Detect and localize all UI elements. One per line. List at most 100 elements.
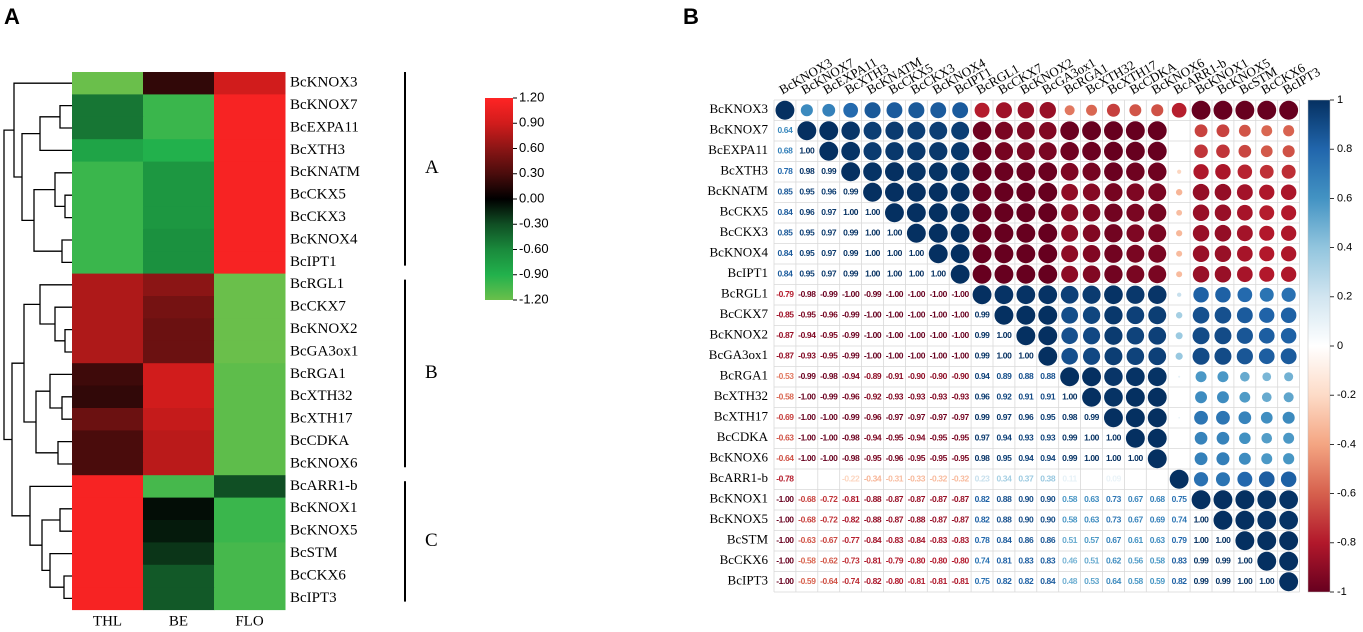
correlation-circle (1126, 306, 1145, 325)
correlation-label: 0.37 (1018, 474, 1034, 484)
row-label: BcCKX7 (720, 306, 769, 321)
heatmap-cell (72, 497, 144, 521)
column-label: BE (169, 613, 188, 629)
correlation-label: -0.94 (842, 371, 860, 381)
correlation-label: 0.88 (1040, 371, 1056, 381)
correlation-circle (819, 121, 839, 141)
heatmap-cell (72, 184, 144, 207)
correlation-label: 0.97 (821, 269, 837, 279)
diagonal-circle (1213, 510, 1233, 530)
correlation-circle (1016, 285, 1036, 305)
correlation-label: 0.96 (799, 207, 815, 217)
correlation-label: -0.87 (886, 494, 904, 504)
heatmap-cell (72, 161, 144, 185)
heatmap-cell (143, 452, 215, 476)
row-label: BcSTM (290, 545, 338, 561)
correlation-label: 0.94 (1040, 453, 1056, 463)
correlation-label: 0.82 (1172, 576, 1188, 586)
heatmap-cell (214, 497, 286, 521)
correlation-label: 0.84 (777, 207, 793, 217)
correlation-circle (1192, 327, 1210, 345)
correlation-label: 1.00 (865, 207, 881, 217)
heatmap-cell (214, 475, 286, 499)
heatmap-cell (214, 385, 286, 409)
heatmap-cell (214, 94, 286, 118)
correlation-circle (1176, 292, 1182, 297)
correlation-label: 0.78 (975, 535, 991, 545)
diagonal-circle (1279, 572, 1299, 592)
row-label: BcKNOX5 (710, 511, 769, 526)
row-label: BcKNOX7 (290, 97, 358, 113)
correlation-label: 0.90 (1040, 494, 1056, 504)
correlation-circle (1148, 347, 1167, 366)
correlation-circle (1147, 121, 1167, 141)
diagonal-circle (1082, 387, 1102, 407)
correlation-circle (1214, 306, 1232, 324)
correlation-label: -0.88 (864, 515, 882, 525)
correlation-circle (1126, 326, 1145, 345)
correlation-label: -0.81 (842, 494, 860, 504)
correlation-circle (1214, 327, 1232, 345)
correlation-circle (1257, 510, 1277, 530)
correlation-label: 0.63 (1084, 515, 1100, 525)
dendrogram-branch (54, 172, 72, 208)
correlation-circle (1194, 144, 1208, 159)
correlation-label: 0.99 (1084, 412, 1100, 422)
correlation-circle (886, 102, 903, 119)
correlation-circle (1238, 124, 1251, 137)
correlation-circle (1126, 265, 1145, 284)
correlation-circle (928, 223, 948, 243)
correlation-label: 0.95 (799, 248, 815, 258)
row-label: BcXTH17 (290, 411, 353, 427)
heatmap-cell (214, 161, 286, 185)
correlation-circle (1082, 347, 1101, 365)
correlation-label: 1.00 (1128, 453, 1144, 463)
row-label: BcCKX3 (290, 209, 346, 225)
row-label: BcCKX6 (290, 567, 346, 583)
correlation-circle (1280, 246, 1297, 262)
correlation-circle (1237, 204, 1253, 221)
correlation-circle (1280, 328, 1297, 344)
correlation-label: -1.00 (776, 535, 794, 545)
correlation-circle (1193, 287, 1209, 303)
correlation-circle (1283, 453, 1295, 465)
dendrogram-branch (3, 129, 14, 441)
correlation-label: 0.95 (799, 228, 815, 238)
correlation-label: -1.00 (951, 310, 969, 320)
correlation-circle (1282, 411, 1295, 424)
colorbar-tick-label: 0.60 (519, 140, 544, 155)
correlation-label: -0.93 (798, 351, 816, 361)
correlation-circle (994, 244, 1014, 264)
column-label: THL (93, 613, 122, 629)
correlation-label: -0.77 (842, 535, 860, 545)
row-label: BcCKX5 (720, 204, 768, 219)
correlation-circle (1125, 408, 1145, 428)
correlation-label: 0.63 (1084, 494, 1100, 504)
row-label: BcKNOX6 (710, 450, 769, 465)
correlation-circle (1082, 367, 1102, 387)
colorbar-tick-label: -0.6 (1337, 488, 1356, 500)
correlation-circle (1178, 416, 1181, 419)
correlation-circle (1082, 224, 1101, 243)
correlation-circle (1104, 244, 1123, 263)
diagonal-circle (1169, 469, 1189, 489)
correlation-label: -1.00 (908, 289, 926, 299)
correlation-circle (864, 102, 881, 119)
correlation-circle (800, 104, 813, 117)
row-label: BcIPT1 (728, 265, 768, 280)
correlation-label: -0.92 (864, 392, 882, 402)
correlation-label: 0.97 (821, 248, 837, 258)
correlation-label: -0.79 (776, 289, 794, 299)
correlation-circle (972, 121, 992, 141)
correlation-label: -1.00 (886, 289, 904, 299)
correlation-circle (929, 121, 948, 140)
correlation-circle (1259, 246, 1275, 262)
correlation-circle (1082, 203, 1101, 222)
correlation-circle (1176, 209, 1183, 216)
correlation-label: 0.85 (777, 187, 793, 197)
correlation-circle (885, 121, 904, 140)
correlation-label: 0.75 (975, 576, 991, 586)
heatmap-cell (143, 564, 215, 588)
correlation-label: -0.74 (842, 576, 860, 586)
correlation-circle (1038, 223, 1058, 243)
